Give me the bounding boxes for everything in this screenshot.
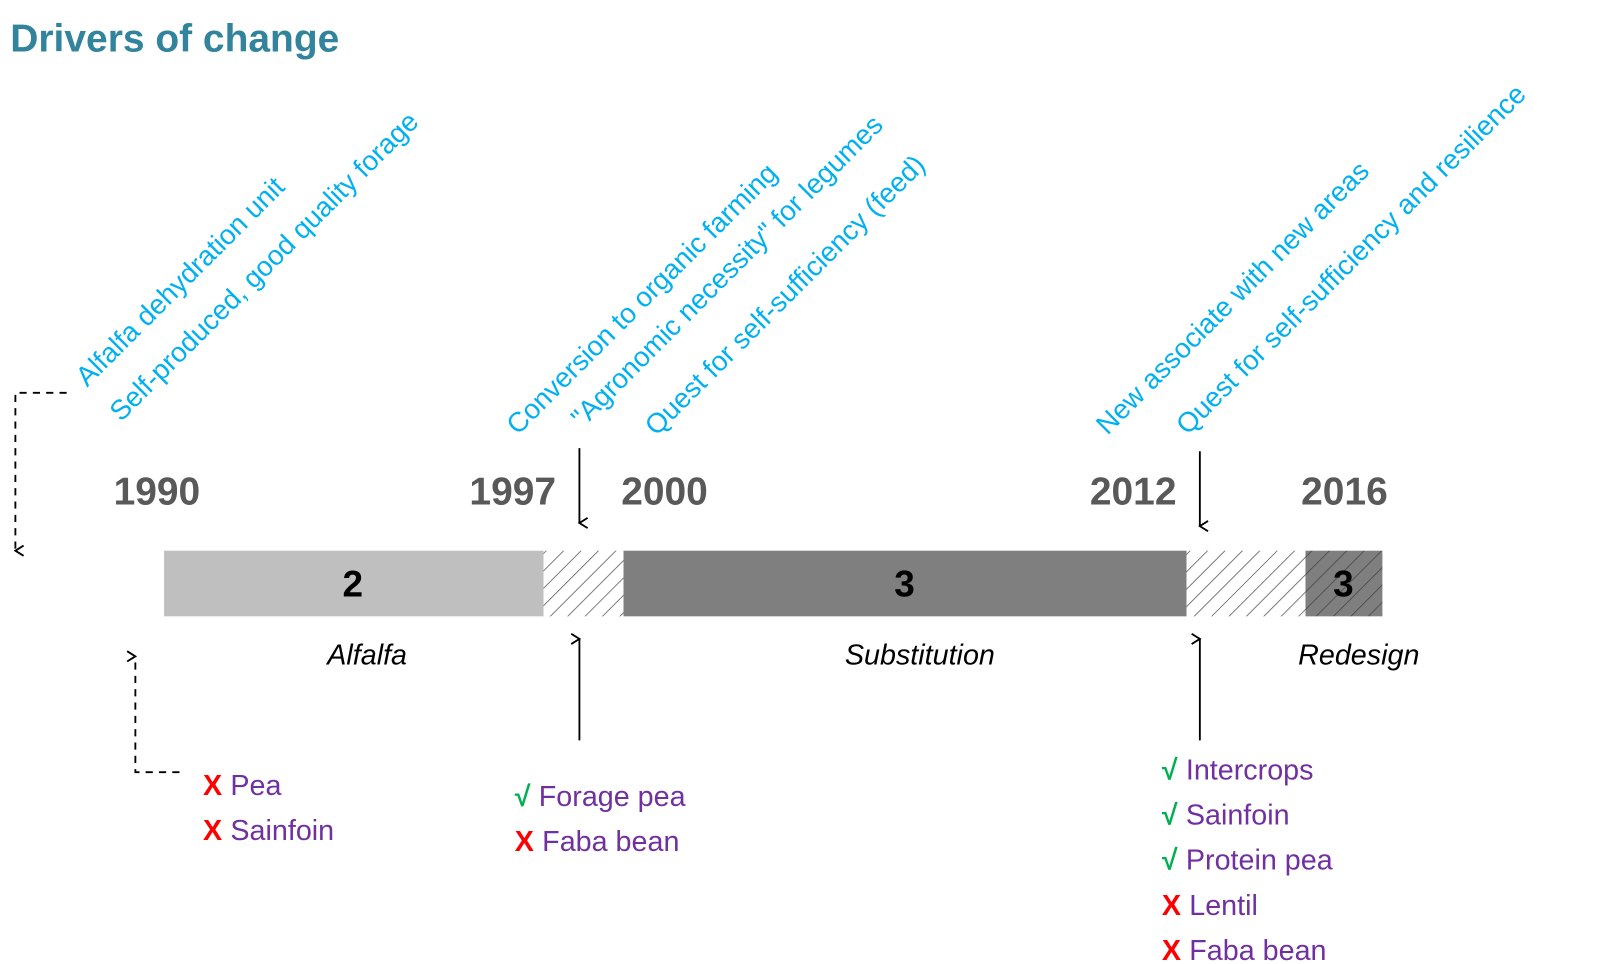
crop-item: √ Intercrops (1162, 754, 1314, 786)
year-label: 1990 (114, 471, 201, 514)
driver-text: Self-produced, good quality forage (103, 106, 424, 427)
segment-label: 2 (343, 563, 364, 604)
crop-item: X Sainfoin (203, 815, 334, 847)
year-label: 2012 (1090, 471, 1177, 514)
crop-status: X (203, 770, 222, 802)
crop-item: X Faba bean (515, 826, 680, 858)
crop-status: √ (1162, 754, 1178, 786)
crop-name: Faba bean (542, 826, 679, 858)
crop-name: Intercrops (1186, 754, 1314, 786)
title: Drivers of change (10, 17, 339, 60)
dashed-arrow (126, 650, 180, 774)
crop-status: √ (1162, 845, 1178, 877)
crop-status: X (1162, 890, 1181, 922)
crop-item: X Pea (203, 770, 281, 802)
phase-label: Alfalfa (325, 640, 407, 672)
driver-text: Conversion to organic farming (500, 157, 783, 440)
crop-name: Protein pea (1186, 845, 1333, 877)
year-label: 2016 (1301, 471, 1388, 514)
crop-name: Forage pea (539, 781, 686, 813)
bar-segment (164, 550, 544, 617)
dashed-arrow (13, 391, 67, 557)
year-label: 1997 (469, 471, 556, 514)
crop-item: X Faba bean (1162, 935, 1327, 964)
crop-name: Sainfoin (230, 815, 334, 847)
crop-status: √ (515, 781, 531, 813)
phase-label: Substitution (845, 640, 995, 672)
crop-name: Faba bean (1189, 935, 1326, 964)
crop-item: √ Forage pea (515, 781, 686, 813)
crop-name: Sainfoin (1186, 800, 1290, 832)
crop-item: √ Sainfoin (1162, 800, 1290, 832)
crop-name: Pea (230, 770, 281, 802)
driver-text: "Agronomic necessity" for legumes (565, 109, 889, 433)
crop-status: X (1162, 935, 1181, 964)
year-label: 2000 (621, 471, 708, 514)
crop-status: √ (1162, 800, 1178, 832)
crop-item: √ Protein pea (1162, 845, 1333, 877)
bar-segment (543, 550, 624, 617)
bar-segment (1305, 550, 1383, 617)
crop-status: X (203, 815, 222, 847)
bar-segment (623, 550, 1187, 617)
phase-label: Redesign (1298, 640, 1419, 672)
crop-status: X (515, 826, 534, 858)
crop-name: Lentil (1189, 890, 1258, 922)
segment-label: 3 (894, 563, 915, 604)
driver-text: Quest for self-sufficiency and resilienc… (1170, 78, 1532, 440)
segment-label: 3 (1333, 563, 1354, 604)
bar-segment (1186, 550, 1306, 617)
crop-item: X Lentil (1162, 890, 1258, 922)
